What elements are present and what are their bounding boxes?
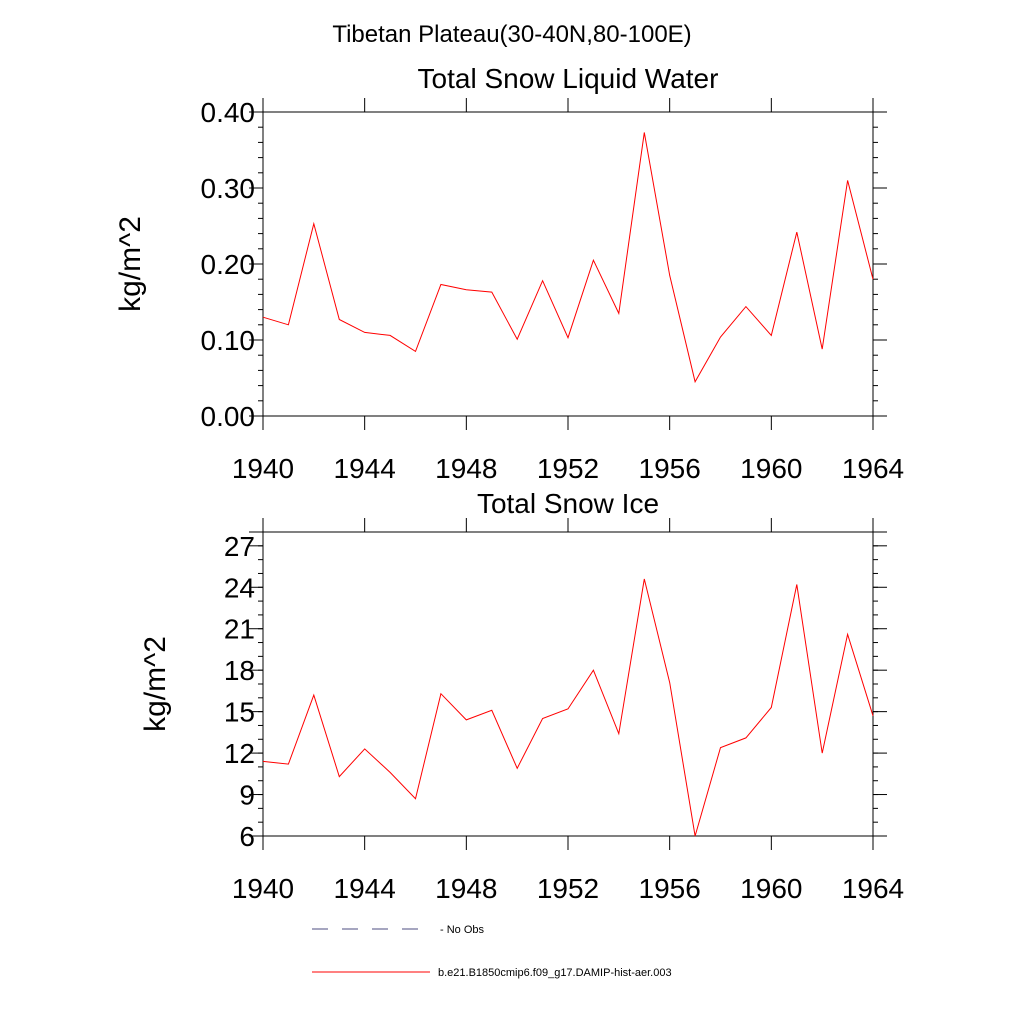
legend-label: b.e21.B1850cmip6.f09_g17.DAMIP-hist-aer.… bbox=[438, 967, 672, 979]
x-tick-label: 1952 bbox=[537, 453, 599, 484]
y-tick-label: 24 bbox=[224, 572, 255, 603]
x-tick-label: 1940 bbox=[232, 873, 294, 904]
y-tick-label: 27 bbox=[224, 531, 255, 562]
y-tick-label: 18 bbox=[224, 655, 255, 686]
y-tick-label: 21 bbox=[224, 614, 255, 645]
series-line bbox=[262, 132, 874, 384]
legend-label: - No Obs bbox=[440, 924, 485, 936]
y-tick-label: 0.20 bbox=[201, 249, 256, 280]
x-tick-label: 1964 bbox=[842, 873, 904, 904]
panel-snow-liquid-water: 0.00 0.10 0.20 0.30 0.40 1940 1944 1948 1952 1956… bbox=[114, 63, 904, 484]
panel-title: Total Snow Liquid Water bbox=[418, 63, 719, 94]
x-tick-label: 1948 bbox=[435, 873, 497, 904]
figure-title: Tibetan Plateau(30-40N,80-100E) bbox=[332, 21, 691, 48]
panel-title: Total Snow Ice bbox=[477, 488, 659, 519]
y-axis-label: kg/m^2 bbox=[139, 636, 172, 732]
y-tick-label: 0.30 bbox=[201, 173, 256, 204]
y-tick-label: 12 bbox=[224, 738, 255, 769]
y-tick-label: 0.00 bbox=[201, 401, 256, 432]
y-tick-label: 0.10 bbox=[201, 325, 256, 356]
x-tick-label: 1952 bbox=[537, 873, 599, 904]
y-axis-label: kg/m^2 bbox=[114, 216, 147, 312]
x-tick-label: 1960 bbox=[740, 453, 802, 484]
x-tick-label: 1956 bbox=[639, 453, 701, 484]
x-tick-label: 1948 bbox=[435, 453, 497, 484]
x-tick-label: 1960 bbox=[740, 873, 802, 904]
x-tick-label: 1956 bbox=[639, 873, 701, 904]
x-tick-label: 1944 bbox=[334, 453, 396, 484]
y-tick-label: 15 bbox=[224, 697, 255, 728]
y-tick-label: 0.40 bbox=[201, 97, 256, 128]
legend: - No Obs b.e21.B1850cmip6.f09_g17.DAMIP-h… bbox=[312, 924, 672, 979]
series-line bbox=[262, 578, 874, 837]
x-tick-label: 1944 bbox=[334, 873, 396, 904]
y-tick-label: 9 bbox=[239, 780, 255, 811]
panel-snow-ice: 6 9 12 15 18 21 24 27 1940 1944 1948 1952 1956 1960 19… bbox=[139, 488, 904, 904]
x-tick-label: 1964 bbox=[842, 453, 904, 484]
y-tick-label: 6 bbox=[239, 821, 255, 852]
x-tick-label: 1940 bbox=[232, 453, 294, 484]
